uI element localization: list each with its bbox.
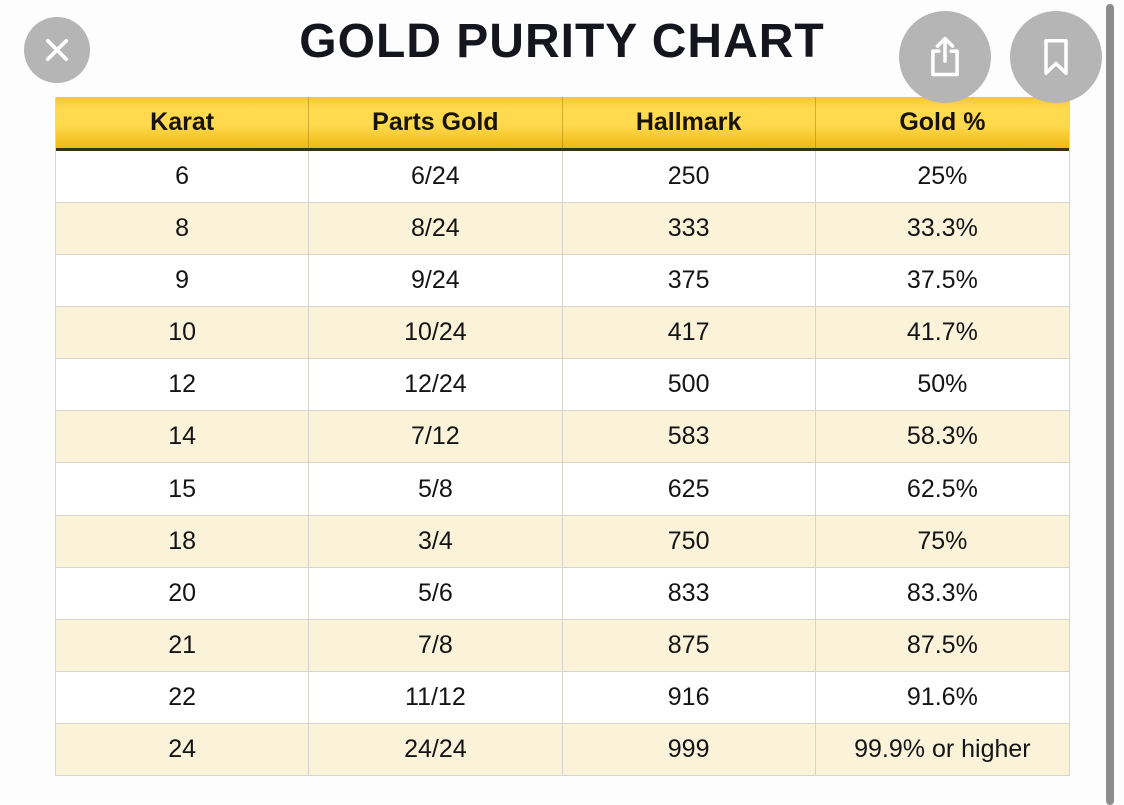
table-row: 14 7/12 583 58.3%	[56, 411, 1069, 464]
column-header-parts-gold: Parts Gold	[309, 97, 563, 148]
table-cell: 62.5%	[906, 474, 978, 503]
table-row: 8 8/24 333 33.3%	[56, 203, 1069, 256]
table-cell: 12/24	[309, 359, 563, 411]
table-row: 18 3/4 750 75%	[56, 515, 1069, 568]
table-cell: 250	[563, 151, 816, 203]
table-row: 6 6/24 250 25%	[56, 151, 1069, 204]
column-header-hallmark: Hallmark	[563, 97, 816, 148]
table-cell: 24	[56, 723, 310, 775]
table-cell: 916	[563, 671, 816, 723]
table-row: 10 10/24 417 41.7%	[56, 307, 1069, 360]
table-cell: 15	[56, 463, 310, 515]
table-cell: 8/24	[309, 203, 563, 255]
page-title: GOLD PURITY CHART	[299, 15, 825, 68]
table-cell: 833	[563, 567, 816, 619]
table-cell: 6/24	[309, 151, 563, 203]
table-cell: 333	[563, 203, 816, 255]
table-cell: 37.5%	[906, 266, 978, 295]
table-cell: 999	[563, 723, 816, 775]
share-button[interactable]	[899, 11, 991, 103]
table-row: 22 11/12 916 91.6%	[56, 671, 1069, 724]
table-row: 12 12/24 500 50%	[56, 359, 1069, 412]
table-cell: 5/8	[309, 463, 563, 515]
table-cell: 583	[563, 411, 816, 463]
table-cell: 41.7%	[906, 318, 978, 347]
table-cell: 9/24	[309, 255, 563, 307]
table-cell: 7/8	[309, 619, 563, 671]
share-icon	[920, 32, 970, 82]
table-cell: 99.9% or higher	[854, 734, 1031, 763]
table-cell: 875	[563, 619, 816, 671]
table-cell: 9	[56, 255, 310, 307]
bookmark-button[interactable]	[1010, 11, 1102, 103]
table-cell: 8	[56, 203, 310, 255]
table-cell: 22	[56, 671, 310, 723]
gold-purity-table: Karat Parts Gold Hallmark Gold % 6 6/24 25…	[55, 97, 1070, 776]
table-cell: 375	[563, 255, 816, 307]
close-icon	[40, 33, 74, 67]
table-cell: 10	[56, 307, 310, 359]
table-cell: 5/6	[309, 567, 563, 619]
column-header-karat: Karat	[56, 97, 310, 148]
vertical-scrollbar[interactable]	[1106, 4, 1114, 805]
table-cell: 7/12	[309, 411, 563, 463]
table-row: 20 5/6 833 83.3%	[56, 567, 1069, 620]
table-cell: 83.3%	[906, 578, 978, 607]
table-cell: 25%	[917, 162, 968, 191]
table-cell: 18	[56, 515, 310, 567]
table-cell: 33.3%	[906, 214, 978, 243]
table-cell: 50%	[917, 370, 968, 399]
table-cell: 500	[563, 359, 816, 411]
table-cell: 75%	[917, 526, 968, 555]
table-cell: 417	[563, 307, 816, 359]
table-row: 15 5/8 625 62.5%	[56, 463, 1069, 516]
close-button[interactable]	[24, 17, 90, 83]
table-cell: 87.5%	[906, 630, 978, 659]
table-cell: 625	[563, 463, 816, 515]
table-cell: 750	[563, 515, 816, 567]
column-header-gold-pct: Gold %	[899, 108, 986, 136]
table-row: 24 24/24 999 99.9% or higher	[56, 723, 1069, 775]
table-cell: 91.6%	[906, 682, 978, 711]
table-body: 6 6/24 250 25% 8 8/24 333 33.3% 9 9/24 375 37.5% 10 1…	[56, 151, 1069, 775]
table-cell: 6	[56, 151, 310, 203]
table-cell: 3/4	[309, 515, 563, 567]
table-cell: 11/12	[309, 671, 563, 723]
table-cell: 58.3%	[906, 422, 978, 451]
table-header-row: Karat Parts Gold Hallmark Gold %	[56, 97, 1069, 151]
bookmark-icon	[1031, 32, 1081, 82]
table-row: 21 7/8 875 87.5%	[56, 619, 1069, 672]
table-cell: 12	[56, 359, 310, 411]
table-cell: 24/24	[309, 723, 563, 775]
table-cell: 14	[56, 411, 310, 463]
table-row: 9 9/24 375 37.5%	[56, 255, 1069, 308]
table-cell: 10/24	[309, 307, 563, 359]
table-cell: 21	[56, 619, 310, 671]
table-cell: 20	[56, 567, 310, 619]
